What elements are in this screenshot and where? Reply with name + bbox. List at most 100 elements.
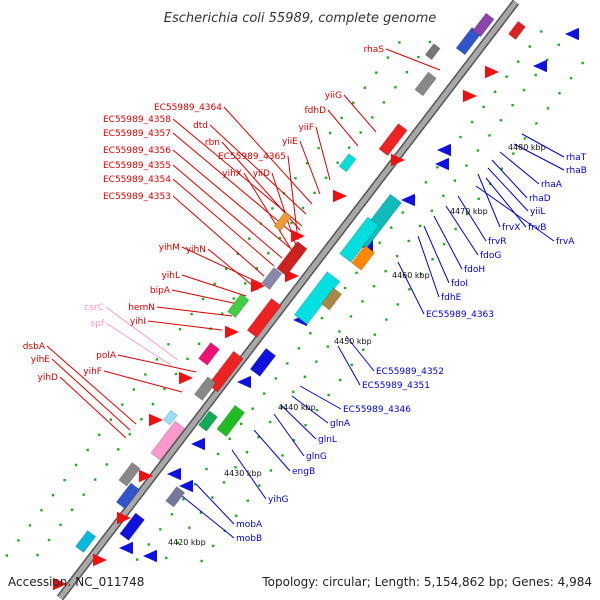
tick-mark: [328, 131, 332, 135]
gene-label-yiie-leader: [299, 140, 321, 195]
gene-label-fdhd: fdhD: [304, 106, 326, 116]
gene-block: [163, 409, 178, 426]
gene-label-ec55989-4355: EC55989_4355: [103, 161, 171, 171]
tick-mark: [176, 541, 179, 544]
gene-label-frvx-leader: [477, 173, 501, 228]
tick-mark: [303, 375, 306, 378]
tick-mark: [395, 254, 399, 258]
tick-mark: [257, 435, 260, 439]
tick-mark: [355, 271, 358, 275]
tick-mark: [280, 405, 283, 409]
tick-mark: [385, 318, 388, 321]
tick-mark: [419, 224, 422, 228]
genome-summary: Topology: circular; Length: 5,154,862 bp…: [261, 575, 592, 589]
gene-label-bipa: bipA: [150, 286, 171, 296]
tick-mark: [453, 179, 457, 182]
tick-mark: [343, 286, 347, 290]
tick-mark: [398, 41, 401, 44]
tick-mark: [182, 498, 185, 501]
gene-label-yihl: yihL: [161, 271, 180, 281]
gene-label-yihm: yihM: [159, 243, 180, 253]
tick-mark: [159, 528, 162, 531]
tick-mark: [442, 194, 445, 197]
tick-mark: [47, 538, 51, 542]
gene-label-moba: mobA: [236, 520, 263, 530]
accession-label: Accession: NC_011748: [8, 575, 144, 589]
gene-block: [351, 244, 376, 271]
tick-mark: [86, 448, 89, 452]
gene-label-frvr: frvR: [488, 237, 506, 247]
gene-label-yihx: yihX: [222, 169, 242, 179]
tick-mark: [211, 544, 215, 548]
tick-mark: [147, 543, 150, 546]
tick-mark: [540, 30, 543, 33]
minus-strand-arrow: [167, 467, 181, 481]
minus-strand-arrow: [533, 59, 547, 73]
plus-strand-arrow: [225, 325, 239, 339]
gene-label-rhas: rhaS: [364, 45, 385, 55]
gene-label-rhab-leader: [513, 143, 565, 171]
gene-label-fdoh: fdoH: [464, 265, 485, 275]
minus-strand-arrow: [191, 437, 205, 451]
gene-label-rhaa-leader: [499, 151, 540, 185]
tick-mark: [167, 343, 170, 346]
tick-mark: [482, 105, 485, 109]
tick-mark: [470, 120, 474, 124]
tick-mark: [512, 152, 515, 155]
tick-mark: [297, 347, 301, 350]
gene-label-ec55989-4353: EC55989_4353: [103, 192, 171, 202]
tick-mark: [82, 493, 85, 496]
gene-label-yihn: yihN: [186, 245, 206, 255]
label-leader-lines: [46, 48, 565, 539]
tick-mark: [271, 207, 274, 210]
gene-label-ec55989-4363: EC55989_4363: [426, 310, 494, 320]
tick-mark: [274, 377, 277, 380]
gene-block: [150, 420, 186, 461]
tick-mark: [105, 463, 108, 466]
gene-label-ec55989-4363-leader: [397, 261, 425, 315]
tick-mark: [315, 360, 318, 363]
tick-mark: [304, 424, 307, 427]
tick-mark: [205, 467, 208, 471]
plus-strand-arrow: [139, 469, 153, 483]
gene-label-rbn: rbn: [205, 138, 220, 148]
plus-strand-arrow: [333, 189, 347, 203]
tick-mark: [251, 407, 254, 410]
gene-label-bipa-leader: [171, 289, 239, 305]
gene-label-ec55989-4351-leader: [337, 345, 361, 386]
tick-mark: [239, 422, 243, 425]
tick-mark: [493, 90, 497, 94]
gene-block: [165, 486, 186, 508]
gene-label-ec55989-4352: EC55989_4352: [376, 367, 444, 377]
gene-label-ec55989-4365-leader: [287, 155, 299, 241]
gene-block: [472, 12, 495, 38]
gene-label-frvb: frvB: [528, 223, 546, 233]
gene-label-pola: polA: [96, 351, 117, 361]
gene-block: [119, 512, 145, 541]
gene-block: [249, 347, 277, 377]
plus-strand-arrow: [53, 577, 67, 591]
gene-label-moba-leader: [195, 483, 235, 525]
tick-mark: [263, 392, 266, 395]
tick-mark: [178, 327, 182, 331]
tick-mark: [216, 452, 220, 456]
tick-mark: [361, 300, 364, 303]
gene-label-yiie: yiiE: [282, 137, 298, 147]
gene-block: [216, 404, 246, 437]
minus-strand-arrow: [143, 549, 157, 563]
gene-block: [115, 482, 141, 510]
tick-mark: [362, 348, 365, 351]
tick-mark: [174, 372, 178, 376]
tick-mark: [338, 330, 341, 333]
tick-mark: [505, 75, 508, 78]
gene-label-glnl-leader: [281, 405, 317, 440]
gene-label-yihm-leader: [181, 246, 263, 285]
kbp-label: 4460 kbp: [392, 271, 430, 280]
tick-mark: [375, 71, 378, 74]
tick-mark: [350, 363, 353, 367]
tick-mark: [59, 523, 62, 527]
plus-strand-arrow: [149, 413, 163, 427]
tick-mark: [235, 514, 238, 517]
gene-block: [194, 376, 217, 401]
map-title: Escherichia coli 55989, complete genome: [164, 11, 436, 26]
